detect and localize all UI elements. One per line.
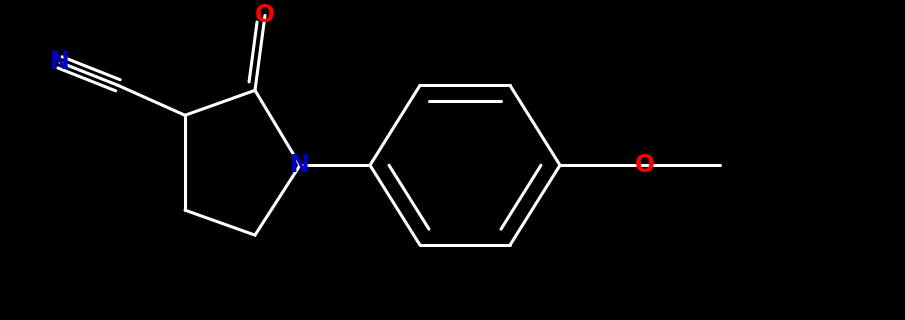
Text: N: N <box>50 50 70 74</box>
Text: O: O <box>255 4 275 28</box>
Text: N: N <box>291 153 310 177</box>
Text: O: O <box>635 153 655 177</box>
